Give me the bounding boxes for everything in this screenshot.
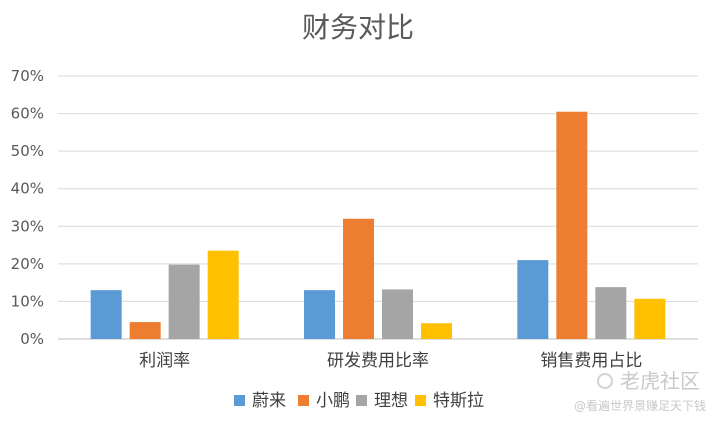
legend: 蔚来 小鹏 理想 特斯拉 (234, 391, 484, 411)
legend-label: 特斯拉 (433, 391, 484, 411)
legend-swatch (415, 395, 426, 406)
bar-0-0 (90, 290, 122, 339)
y-tick-label: 60% (11, 105, 44, 123)
x-tick-label: 利润率 (139, 351, 190, 371)
y-tick-label: 10% (11, 292, 44, 310)
bar-0-1 (304, 290, 335, 339)
y-tick-label: 20% (11, 255, 44, 273)
watermark-title: 老虎社区 (620, 369, 700, 393)
bar-3-2 (634, 298, 666, 339)
tiger-logo-icon (597, 373, 613, 389)
y-tick-label: 50% (11, 142, 44, 160)
legend-swatch (234, 395, 245, 406)
legend-label: 小鹏 (316, 391, 350, 411)
y-tick-label: 70% (11, 67, 44, 85)
bar-1-2 (556, 111, 588, 339)
grid-layer: 0% 10% 20% 30% 40% 50% 60% 70% (11, 67, 698, 348)
legend-label: 蔚来 (252, 391, 286, 411)
y-tick-label: 30% (11, 217, 44, 235)
legend-swatch (298, 395, 309, 406)
legend-swatch (356, 395, 367, 406)
chart-title: 财务对比 (302, 11, 414, 44)
legend-label: 理想 (374, 391, 408, 411)
bar-2-0 (168, 264, 200, 339)
bar-2-2 (595, 287, 627, 339)
x-tick-label: 研发费用比率 (327, 351, 429, 371)
x-axis-labels: 利润率 研发费用比率 销售费用占比 (139, 351, 642, 371)
bar-1-0 (129, 322, 161, 339)
bar-0-2 (517, 260, 549, 339)
x-tick-label: 销售费用占比 (540, 351, 642, 371)
watermark-subtitle: @看遍世界景赚足天下钱 (574, 398, 706, 413)
bar-3-1 (421, 323, 452, 339)
bar-2-1 (382, 289, 413, 339)
watermark: 老虎社区 @看遍世界景赚足天下钱 (574, 369, 706, 413)
y-tick-label: 0% (20, 330, 44, 348)
y-tick-label: 40% (11, 180, 44, 198)
bar-3-0 (207, 250, 239, 339)
bar-1-1 (343, 218, 374, 339)
bars-layer (90, 111, 666, 339)
